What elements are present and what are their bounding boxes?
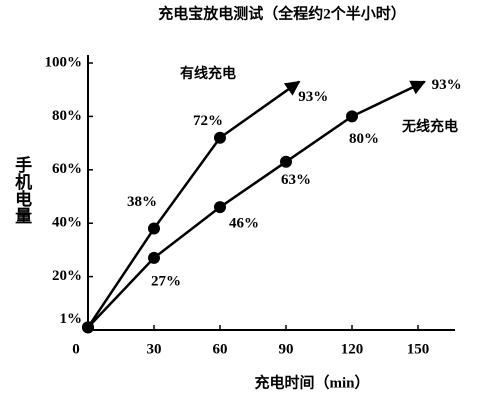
- data-label: 93%: [432, 77, 462, 93]
- point: [148, 222, 160, 235]
- y-tick-label: 100%: [45, 54, 83, 70]
- y-axis-label: 手机电量: [12, 155, 32, 224]
- x-tick-label: 60: [213, 341, 228, 357]
- point: [280, 155, 292, 168]
- point: [148, 251, 160, 264]
- point: [82, 321, 94, 334]
- x-axis-label: 充电时间（min）: [254, 373, 369, 391]
- data-label: 27%: [151, 273, 181, 289]
- y-tick-label: 80%: [52, 108, 82, 124]
- data-label: 72%: [193, 113, 223, 129]
- line: [87, 80, 426, 329]
- y-tick-label: 20%: [52, 268, 82, 284]
- line: [86, 80, 301, 329]
- x-tick-label: 0: [72, 341, 80, 357]
- y-tick-label: 60%: [52, 161, 82, 177]
- data-label: 46%: [229, 216, 259, 232]
- point: [214, 131, 226, 144]
- data-label: 80%: [349, 131, 379, 147]
- series-label: 无线充电: [401, 118, 458, 135]
- point: [214, 201, 226, 214]
- y-tick-label: 1%: [60, 311, 83, 327]
- x-tick-label: 30: [147, 341, 162, 357]
- data-label: 38%: [127, 194, 157, 210]
- x-tick-label: 150: [407, 341, 430, 357]
- chart-title: 充电宝放电测试（全程约2个半小时）: [158, 4, 406, 22]
- point: [346, 110, 358, 123]
- data-label: 93%: [298, 89, 328, 105]
- series-label: 有线充电: [180, 65, 236, 82]
- data-label: 63%: [281, 172, 311, 188]
- y-tick-label: 40%: [52, 215, 82, 231]
- x-tick-label: 90: [279, 341, 294, 357]
- x-tick-label: 120: [341, 341, 364, 357]
